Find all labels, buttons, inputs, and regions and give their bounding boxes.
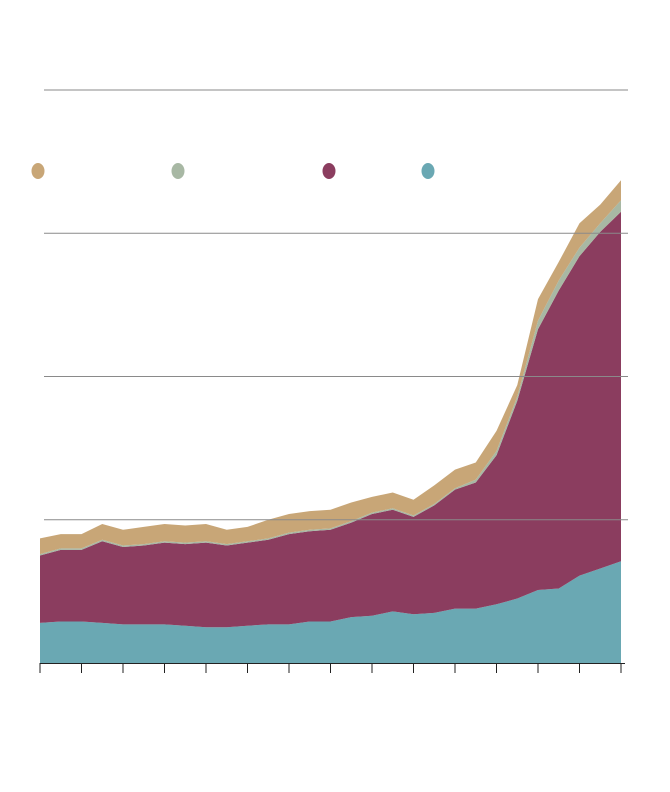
legend-marker: [322, 163, 336, 179]
area: [40, 561, 621, 663]
legend-marker: [171, 163, 185, 179]
legend-marker: [421, 163, 435, 179]
area: [40, 211, 621, 628]
legend-marker: [31, 163, 45, 179]
areas: [40, 180, 621, 663]
